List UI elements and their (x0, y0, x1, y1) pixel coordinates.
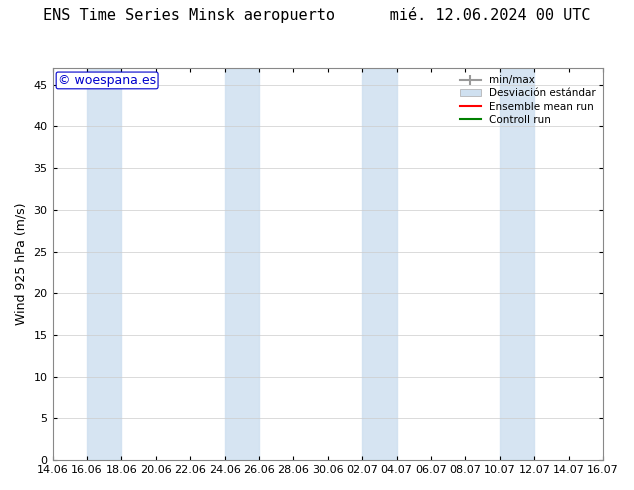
Bar (500, 68, 534, 460)
Legend: min/max, Desviación estándar, Ensemble mean run, Controll run: min/max, Desviación estándar, Ensemble m… (456, 71, 600, 129)
Text: ENS Time Series Minsk aeropuerto      mié. 12.06.2024 00 UTC: ENS Time Series Minsk aeropuerto mié. 12… (43, 7, 591, 24)
Text: © woespana.es: © woespana.es (58, 74, 156, 87)
Bar (362, 68, 397, 460)
Y-axis label: Wind 925 hPa (m/s): Wind 925 hPa (m/s) (15, 203, 28, 325)
Bar (87, 68, 121, 460)
Bar (224, 68, 259, 460)
